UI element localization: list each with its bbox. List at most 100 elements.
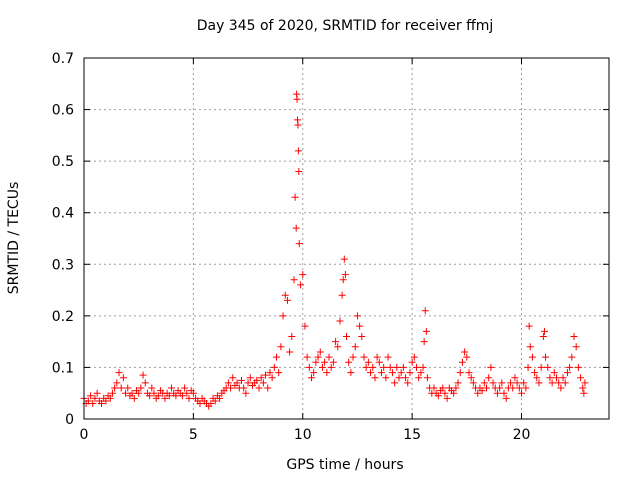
data-point bbox=[264, 384, 272, 392]
data-point bbox=[295, 240, 303, 248]
data-point bbox=[358, 332, 366, 340]
data-point bbox=[238, 376, 245, 384]
data-point bbox=[522, 384, 530, 392]
data-point bbox=[397, 369, 405, 377]
data-point bbox=[308, 374, 315, 382]
data-point bbox=[535, 379, 543, 387]
data-point bbox=[341, 271, 349, 279]
data-point bbox=[229, 374, 237, 382]
data-point bbox=[515, 384, 523, 392]
plot-frame bbox=[83, 57, 610, 420]
data-point bbox=[338, 291, 346, 299]
data-point bbox=[393, 363, 401, 371]
data-points bbox=[80, 90, 589, 410]
data-point bbox=[540, 327, 548, 335]
data-point bbox=[299, 271, 307, 279]
data-point bbox=[183, 389, 191, 397]
data-point bbox=[257, 374, 265, 382]
data-point bbox=[388, 369, 396, 377]
data-point bbox=[480, 379, 488, 387]
data-point bbox=[130, 394, 138, 402]
data-point bbox=[244, 379, 252, 387]
data-point bbox=[581, 379, 589, 387]
data-point bbox=[524, 363, 532, 371]
data-point bbox=[399, 363, 407, 371]
data-point bbox=[122, 389, 130, 397]
data-point bbox=[563, 369, 571, 377]
data-point bbox=[128, 389, 136, 397]
data-point bbox=[364, 358, 372, 366]
data-point bbox=[500, 389, 508, 397]
data-point bbox=[463, 353, 471, 361]
data-point bbox=[353, 312, 361, 320]
data-point bbox=[253, 376, 261, 384]
data-point bbox=[255, 384, 263, 392]
data-point bbox=[216, 394, 224, 402]
data-point bbox=[141, 379, 149, 387]
data-point bbox=[415, 374, 423, 382]
data-point bbox=[513, 379, 521, 387]
data-point bbox=[579, 384, 587, 392]
x-tick-label: 0 bbox=[80, 427, 89, 443]
data-point bbox=[356, 322, 364, 330]
data-point bbox=[487, 363, 495, 371]
x-tick-label: 5 bbox=[189, 427, 198, 443]
data-point bbox=[509, 384, 517, 392]
data-point bbox=[421, 307, 429, 315]
data-point bbox=[559, 374, 567, 382]
data-point bbox=[423, 374, 431, 382]
y-tick-label: 0.3 bbox=[52, 257, 74, 273]
data-point bbox=[531, 369, 539, 377]
data-point bbox=[461, 348, 469, 356]
data-point bbox=[178, 392, 186, 400]
data-point bbox=[293, 95, 301, 103]
data-point bbox=[450, 389, 458, 397]
data-point bbox=[386, 363, 394, 371]
data-point bbox=[89, 400, 97, 408]
data-point bbox=[102, 397, 110, 405]
data-point bbox=[172, 392, 180, 400]
data-point bbox=[544, 363, 552, 371]
y-tick-label: 0.5 bbox=[52, 154, 74, 170]
data-point bbox=[301, 322, 309, 330]
data-point bbox=[546, 374, 554, 382]
data-point bbox=[402, 374, 410, 382]
data-point bbox=[240, 384, 248, 392]
data-point bbox=[108, 389, 116, 397]
y-tick-label: 0.7 bbox=[52, 51, 74, 67]
data-point bbox=[343, 332, 350, 340]
data-point bbox=[520, 379, 528, 387]
data-point bbox=[325, 353, 333, 361]
data-point bbox=[574, 363, 582, 371]
data-point bbox=[580, 389, 588, 397]
y-axis-label: SRMTID / TECUs bbox=[6, 182, 22, 295]
data-point bbox=[161, 394, 169, 402]
data-point bbox=[568, 353, 576, 361]
data-point bbox=[286, 348, 294, 356]
data-point bbox=[367, 369, 375, 377]
data-point bbox=[548, 379, 556, 387]
data-point bbox=[340, 255, 348, 263]
data-point bbox=[273, 353, 280, 361]
data-point bbox=[294, 147, 302, 155]
data-point bbox=[233, 379, 241, 387]
data-point bbox=[408, 358, 416, 366]
data-point bbox=[310, 369, 318, 377]
data-point bbox=[413, 363, 420, 371]
data-point bbox=[124, 384, 132, 392]
data-point bbox=[566, 363, 574, 371]
data-point bbox=[275, 369, 283, 377]
data-point bbox=[277, 343, 285, 351]
data-point bbox=[382, 374, 390, 382]
data-point bbox=[181, 384, 189, 392]
data-point bbox=[458, 358, 466, 366]
data-point bbox=[268, 374, 276, 382]
data-point bbox=[498, 379, 506, 387]
data-point bbox=[297, 281, 305, 289]
data-point bbox=[321, 358, 329, 366]
data-point bbox=[224, 379, 232, 387]
data-point bbox=[339, 276, 347, 284]
axis-ticks bbox=[83, 57, 609, 420]
data-point bbox=[465, 369, 473, 377]
